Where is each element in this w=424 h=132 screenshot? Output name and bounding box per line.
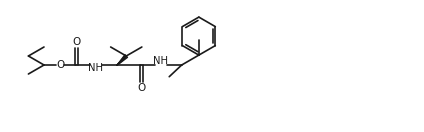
Text: O: O	[137, 83, 145, 93]
Text: O: O	[72, 37, 81, 47]
Text: NH: NH	[153, 56, 167, 66]
Text: NH: NH	[88, 63, 103, 73]
Text: O: O	[56, 60, 64, 70]
